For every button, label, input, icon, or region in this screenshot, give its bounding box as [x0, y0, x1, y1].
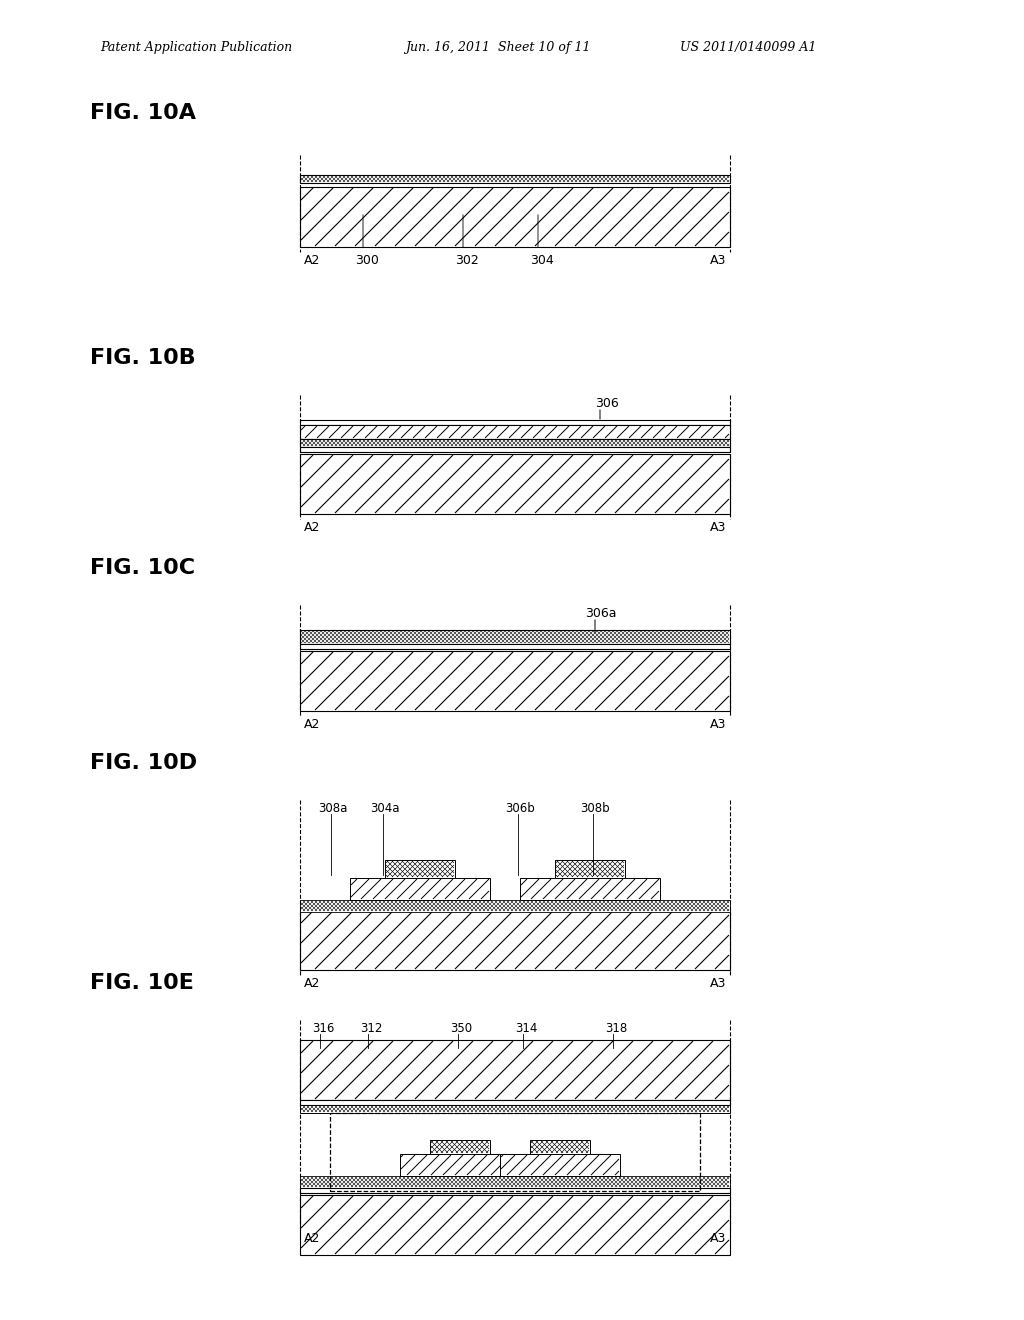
Bar — [300, 1195, 730, 1255]
Bar — [300, 1105, 730, 1113]
Bar — [300, 454, 730, 513]
Text: A2: A2 — [304, 253, 321, 267]
Bar — [300, 900, 730, 912]
Text: Jun. 16, 2011  Sheet 10 of 11: Jun. 16, 2011 Sheet 10 of 11 — [406, 41, 591, 54]
Bar — [520, 878, 660, 900]
Bar — [530, 1140, 590, 1154]
Bar — [330, 1113, 700, 1191]
Text: Patent Application Publication: Patent Application Publication — [100, 41, 292, 54]
Bar — [300, 425, 730, 440]
Text: 304a: 304a — [370, 803, 399, 814]
Text: FIG. 10A: FIG. 10A — [90, 103, 196, 123]
Bar — [300, 1100, 730, 1105]
Bar — [300, 440, 730, 447]
Text: A2: A2 — [304, 718, 321, 731]
Text: FIG. 10E: FIG. 10E — [90, 973, 194, 993]
Bar — [300, 176, 730, 183]
Text: A2: A2 — [304, 1232, 321, 1245]
Text: FIG. 10C: FIG. 10C — [90, 558, 196, 578]
Text: 306a: 306a — [585, 607, 616, 620]
Bar — [300, 644, 730, 649]
Text: 312: 312 — [360, 1022, 382, 1035]
Bar — [300, 420, 730, 425]
Bar — [300, 630, 730, 644]
Text: 308b: 308b — [580, 803, 609, 814]
Text: FIG. 10D: FIG. 10D — [90, 752, 198, 774]
Text: A3: A3 — [710, 1232, 726, 1245]
Bar — [350, 878, 490, 900]
Text: 302: 302 — [455, 253, 479, 267]
Text: A2: A2 — [304, 521, 321, 535]
Text: FIG. 10B: FIG. 10B — [90, 348, 196, 368]
Text: A3: A3 — [710, 521, 726, 535]
Bar — [300, 909, 730, 970]
Text: 350: 350 — [450, 1022, 472, 1035]
Text: 304: 304 — [530, 253, 554, 267]
Text: 300: 300 — [355, 253, 379, 267]
Text: 318: 318 — [605, 1022, 628, 1035]
Bar — [300, 1176, 730, 1188]
Bar — [430, 1140, 490, 1154]
Text: 306: 306 — [595, 397, 618, 411]
Text: 306b: 306b — [505, 803, 535, 814]
Bar — [385, 861, 455, 878]
Bar — [400, 1154, 520, 1176]
Text: A3: A3 — [710, 253, 726, 267]
Text: 314: 314 — [515, 1022, 538, 1035]
Bar — [300, 651, 730, 711]
Text: 316: 316 — [312, 1022, 335, 1035]
Text: 308a: 308a — [318, 803, 347, 814]
Text: US 2011/0140099 A1: US 2011/0140099 A1 — [680, 41, 816, 54]
Text: A2: A2 — [304, 977, 321, 990]
Bar — [500, 1154, 620, 1176]
Bar — [300, 447, 730, 451]
Bar — [300, 1040, 730, 1100]
Bar — [300, 1188, 730, 1193]
Bar — [555, 861, 625, 878]
Text: A3: A3 — [710, 718, 726, 731]
Text: A3: A3 — [710, 977, 726, 990]
Bar — [300, 187, 730, 247]
